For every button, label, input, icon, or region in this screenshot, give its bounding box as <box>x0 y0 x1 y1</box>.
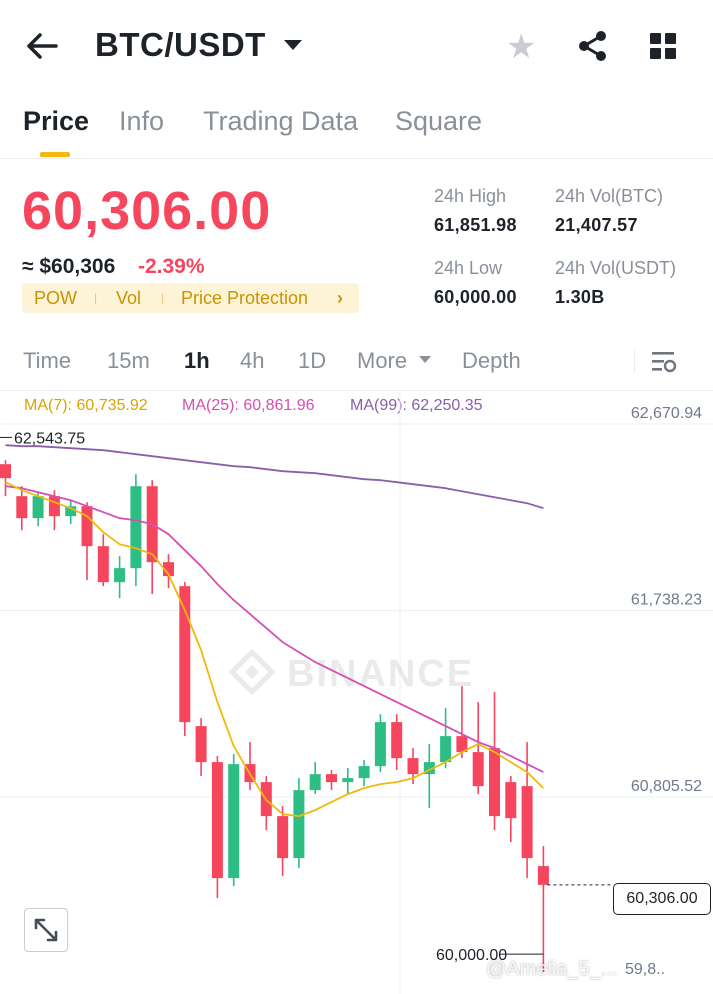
low-label: 24h Low <box>434 258 503 278</box>
y-axis-tick-label: 62,670.94 <box>631 405 702 422</box>
tag-price-protection[interactable]: Price Protection <box>181 288 309 308</box>
tag-pow[interactable]: POW <box>34 288 77 308</box>
pair-dropdown-icon[interactable] <box>284 40 302 50</box>
candle-body <box>277 816 289 859</box>
candle-body <box>358 766 370 779</box>
candle-body <box>211 762 223 879</box>
candle-body <box>505 782 517 819</box>
last-price: 60,306.00 <box>22 181 272 241</box>
tag-separator: | <box>161 291 165 305</box>
candle-body <box>472 752 484 787</box>
low-value: 60,000.00 <box>434 287 517 307</box>
author-watermark: @Amelia_5_... <box>486 958 618 980</box>
y-axis-tick-label: 61,738.23 <box>631 592 702 609</box>
current-price-label: 60,306.00 <box>613 883 711 915</box>
candle-body <box>440 736 452 763</box>
vol-usdt-value: 1.30B <box>555 287 605 307</box>
interval-more[interactable]: More <box>357 348 408 373</box>
interval-1d[interactable]: 1D <box>298 348 327 373</box>
candlestick-chart[interactable]: BINANCE 62,670.94 61,738.23 60,805.52 62,5… <box>0 390 713 994</box>
candle-body <box>489 748 500 817</box>
more-dropdown-icon[interactable] <box>419 356 431 363</box>
vol-usdt-label: 24h Vol(USDT) <box>555 258 677 278</box>
interval-15m[interactable]: 15m <box>107 348 150 373</box>
candle-body <box>0 464 11 479</box>
tag-vol[interactable]: Vol <box>116 288 142 308</box>
tab-trading-data[interactable]: Trading Data <box>203 106 359 136</box>
candle-body <box>342 778 354 783</box>
active-tab-indicator <box>40 152 70 157</box>
candle-body <box>16 496 28 519</box>
candle-body <box>374 722 386 767</box>
candle-body <box>195 726 207 763</box>
interval-time[interactable]: Time <box>23 348 72 373</box>
expand-chart-icon[interactable] <box>24 908 68 952</box>
chart-top-divider <box>0 390 713 391</box>
candle-body <box>537 866 549 885</box>
y-axis-tick-label: 60,805.52 <box>631 778 702 795</box>
candle-body <box>326 774 337 783</box>
share-icon[interactable] <box>576 29 610 63</box>
candle-body <box>293 790 305 859</box>
tab-price[interactable]: Price <box>23 106 90 136</box>
chart-settings-icon[interactable] <box>650 349 678 375</box>
candle-body <box>407 758 419 775</box>
ma25-line <box>5 485 544 773</box>
vol-btc-value: 21,407.57 <box>555 215 638 235</box>
candle-body <box>97 546 109 583</box>
interval-1h[interactable]: 1h <box>184 348 210 373</box>
candle-body <box>81 506 93 547</box>
candle-body <box>228 764 240 879</box>
price-change-percent: -2.39% <box>138 255 205 278</box>
low-marker-label: 60,000.00 <box>436 947 507 964</box>
candle-body <box>32 496 44 519</box>
interval-depth[interactable]: Depth <box>462 348 521 373</box>
interval-4h[interactable]: 4h <box>240 348 265 373</box>
candle-body <box>423 762 435 775</box>
tabs-divider <box>0 158 713 159</box>
grid-menu-icon[interactable] <box>650 33 676 59</box>
high-marker-label: 62,543.75 <box>14 430 85 447</box>
favorite-star-icon[interactable]: ★ <box>506 28 537 66</box>
y-axis-partial-label: 59,8.. <box>625 961 665 978</box>
tag-bar[interactable]: POW | Vol | Price Protection › <box>22 283 359 313</box>
candle-body <box>391 722 403 759</box>
ma7-line <box>5 481 545 818</box>
candle-body <box>179 586 191 723</box>
candle-body <box>309 774 321 791</box>
pair-title[interactable]: BTC/USDT <box>95 26 266 63</box>
back-arrow-icon[interactable] <box>24 28 60 64</box>
binance-watermark: BINANCE <box>287 653 474 695</box>
candle-body <box>130 486 142 569</box>
ma99-label: MA(99): 62,250.35 <box>350 397 483 414</box>
ma7-label: MA(7): 60,735.92 <box>24 397 148 414</box>
candle-body <box>163 562 174 577</box>
ma99-line <box>5 444 544 510</box>
tab-info[interactable]: Info <box>119 106 165 136</box>
candle-body <box>114 568 126 583</box>
candle-body <box>456 736 468 753</box>
tag-separator: | <box>94 291 98 305</box>
high-value: 61,851.98 <box>434 215 517 235</box>
approx-usd-price: ≈ $60,306 <box>22 255 116 278</box>
ma25-label: MA(25): 60,861.96 <box>182 397 315 414</box>
candle-body <box>48 496 60 517</box>
high-label: 24h High <box>434 186 507 206</box>
tab-square[interactable]: Square <box>395 106 483 136</box>
candle-body <box>521 786 533 859</box>
interval-divider <box>634 349 635 373</box>
candle-body <box>65 506 77 517</box>
chevron-right-icon: › <box>337 288 343 308</box>
vol-btc-label: 24h Vol(BTC) <box>555 186 664 206</box>
